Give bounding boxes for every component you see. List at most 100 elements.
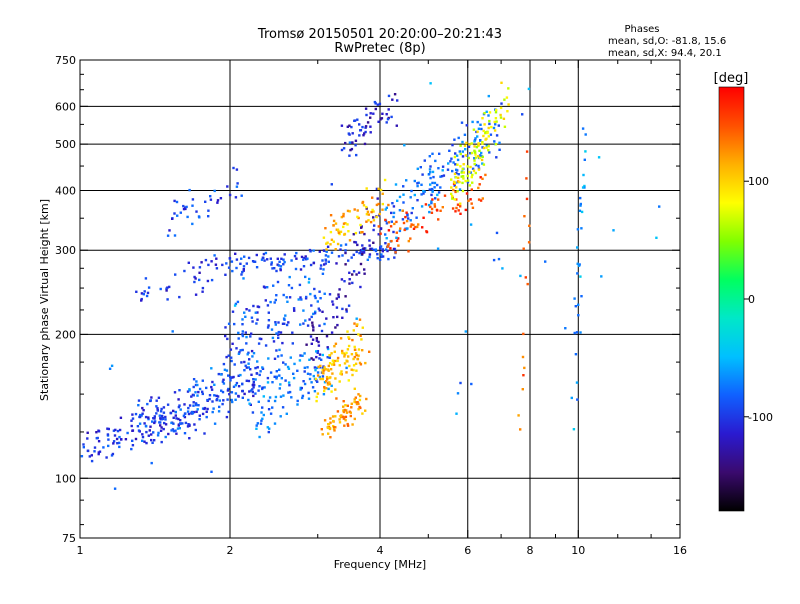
echo-point [187,261,190,264]
echo-point [210,367,213,370]
echo-point [326,347,330,351]
echo-point [392,230,395,234]
echo-point [459,144,462,147]
echo-point [354,231,358,235]
echo-point [477,142,480,145]
echo-point [305,343,308,346]
echo-point [361,125,364,129]
echo-point [346,348,350,351]
echo-point [177,405,181,409]
echo-point [237,374,240,377]
echo-point [488,119,491,123]
echo-point [355,153,358,157]
echo-point [254,392,257,395]
echo-point [141,412,144,415]
echo-point [309,250,312,253]
echo-point [249,389,253,392]
echo-point [494,143,498,146]
echo-point [318,309,321,312]
echo-point [339,337,343,340]
echo-point [153,415,156,418]
echo-point [311,386,315,389]
echo-point [399,227,402,230]
echo-point [429,171,432,174]
echo-point [357,393,360,396]
echo-point [211,410,214,414]
echo-point [405,211,408,214]
echo-point [329,243,332,246]
echo-point [302,380,305,383]
echo-point [275,375,278,378]
echo-point [459,202,462,205]
echo-point [473,157,476,160]
echo-point [385,206,388,209]
echo-point [493,140,496,143]
echo-point [258,385,261,388]
echo-point [276,280,280,284]
echo-point [436,209,439,212]
echo-point [461,181,464,185]
echo-point [139,413,142,417]
echo-point [337,231,341,234]
echo-point [281,322,285,325]
echo-point [277,321,280,324]
echo-point [423,159,426,162]
echo-point [319,267,322,270]
echo-point [353,355,356,359]
echo-point [335,397,338,400]
echo-point [460,175,463,178]
echo-point [243,369,246,372]
echo-point [252,352,256,355]
echo-point [527,87,531,91]
echo-point [304,297,308,300]
echo-point [326,245,330,248]
echo-point [343,355,346,358]
echo-point [348,271,351,274]
echo-point [225,415,229,419]
echo-point [482,134,485,138]
echo-point [225,369,229,372]
echo-point [359,363,363,366]
echo-point [160,440,163,444]
echo-point [455,206,458,210]
echo-point [279,331,283,334]
echo-point [416,182,419,185]
echo-point [316,374,320,377]
echo-point [157,431,160,435]
echo-point [456,163,459,166]
echo-point [252,378,255,381]
echo-point [357,402,360,405]
echo-point [357,333,360,336]
echo-point [421,226,424,229]
echo-point [363,272,366,275]
echo-point [352,253,355,256]
echo-point [226,398,229,401]
echo-point [464,208,467,212]
echo-point [451,143,454,147]
echo-point [159,410,163,413]
echo-point [340,124,344,127]
echo-point [209,198,213,201]
echo-point [356,118,359,121]
echo-point [272,340,276,343]
echo-point [473,149,476,152]
echo-point [330,183,333,186]
echo-point [179,408,182,411]
echo-point [150,396,153,399]
echo-point [165,287,168,290]
echo-point [141,406,144,410]
echo-point [576,262,579,265]
echo-point [188,404,192,407]
echo-point [429,205,432,209]
echo-point [197,215,201,218]
echo-point [324,262,327,265]
echo-point [469,223,473,226]
echo-point [306,257,309,260]
echo-point [90,454,93,457]
echo-point [308,318,311,321]
echo-point [218,399,221,402]
echo-point [360,226,363,229]
echo-point [160,407,163,411]
echo-point [309,373,312,376]
echo-point [184,421,188,425]
